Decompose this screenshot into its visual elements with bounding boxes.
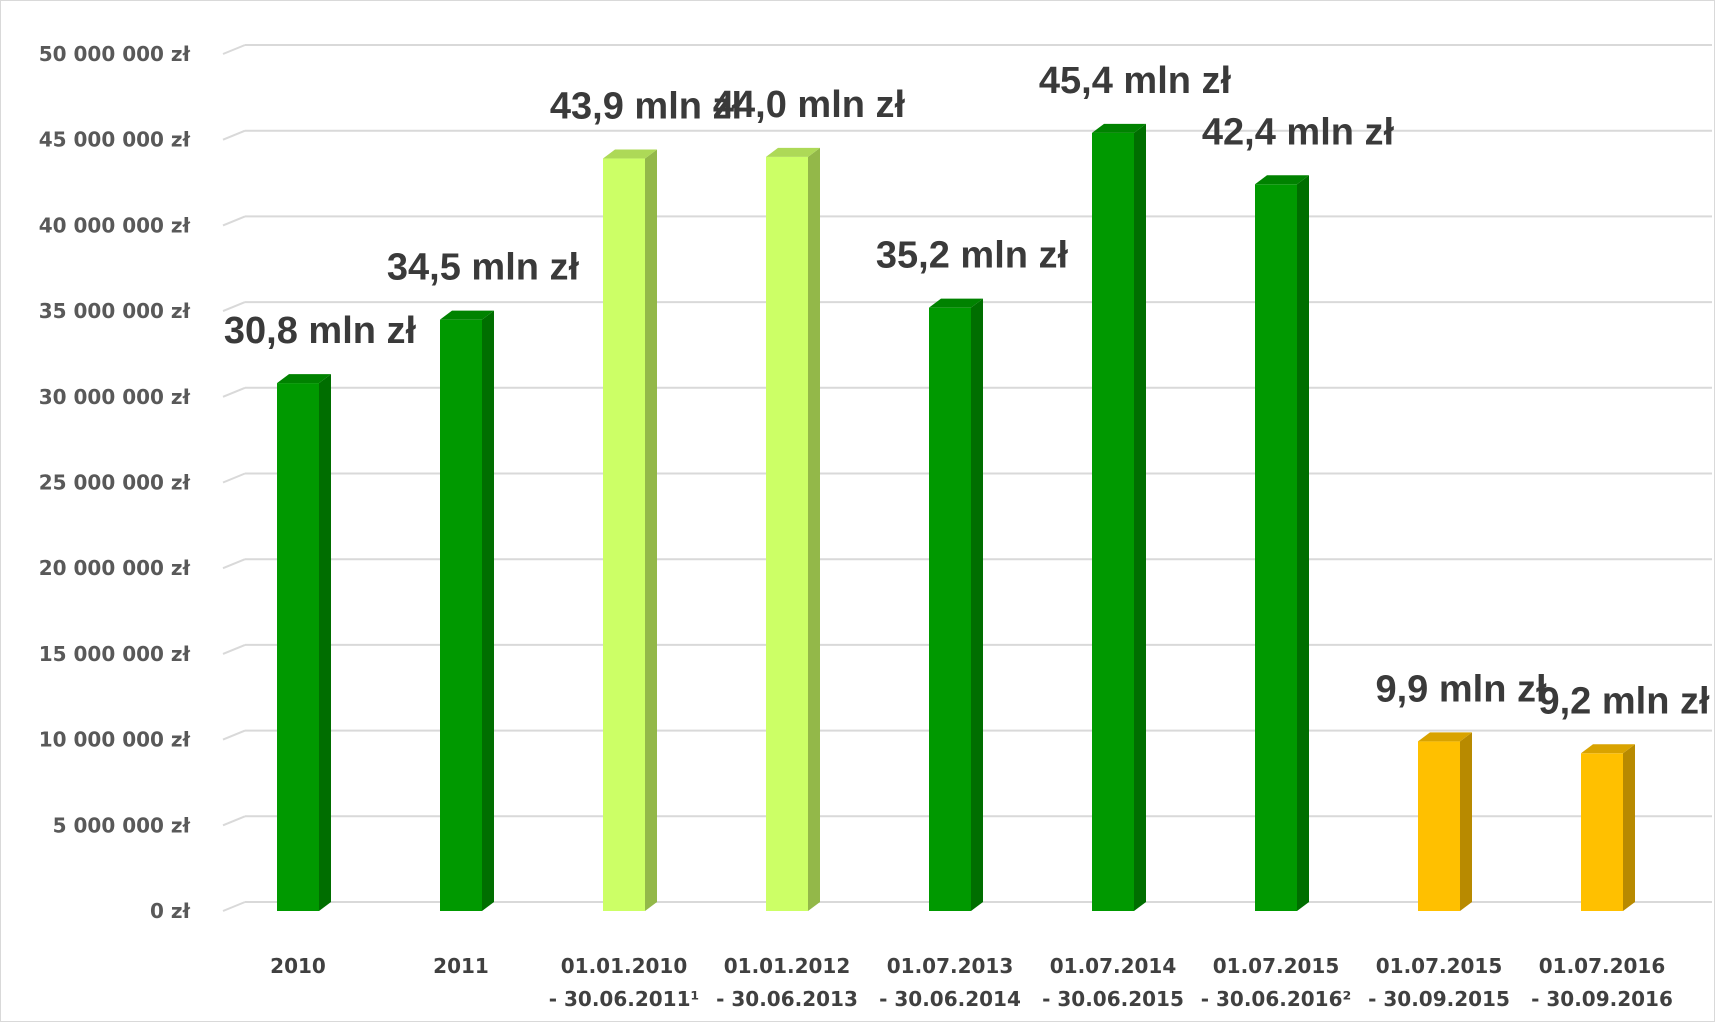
x-tick-label: 2010	[270, 954, 326, 978]
x-tick-label-line2: - 30.06.2014	[879, 987, 1021, 1011]
bar	[929, 307, 971, 911]
gridline-diagonal	[222, 301, 246, 313]
gridline-diagonal	[222, 44, 246, 55]
x-tick-label-line2: - 30.06.2015	[1042, 987, 1184, 1011]
y-tick-label: 45 000 000 zł	[39, 128, 191, 152]
gridline-diagonal	[222, 215, 246, 227]
bar-top	[1418, 732, 1472, 742]
bar-top	[929, 298, 983, 308]
data-label: 9,2 mln zł	[1538, 680, 1709, 722]
y-tick-label: 25 000 000 zł	[39, 471, 191, 495]
bar	[1418, 741, 1460, 911]
bar	[1255, 184, 1297, 911]
y-tick-label: 5 000 000 zł	[53, 813, 191, 837]
bar-top	[1581, 744, 1635, 754]
y-tick-label: 20 000 000 zł	[39, 556, 191, 580]
x-tick-label: 01.01.2010	[561, 954, 688, 978]
x-tick-label: 01.01.2012	[724, 954, 851, 978]
data-label: 45,4 mln zł	[1039, 60, 1232, 102]
bar-side	[1134, 123, 1146, 912]
bar	[1581, 753, 1623, 911]
x-tick-label-line2: - 30.06.2016²	[1201, 987, 1352, 1011]
data-label: 30,8 mln zł	[224, 310, 417, 352]
gridline-diagonal	[222, 901, 246, 912]
bar-top	[1092, 123, 1146, 133]
y-tick-label: 0 zł	[150, 899, 191, 923]
bar-top	[603, 149, 657, 159]
y-tick-label: 10 000 000 zł	[39, 728, 191, 752]
gridline-diagonal	[222, 815, 246, 827]
x-tick-label: 2011	[433, 954, 489, 978]
bar-top	[766, 147, 820, 157]
bar-side	[482, 310, 494, 911]
x-tick-label-line2: - 30.06.2011¹	[549, 987, 700, 1011]
bar	[277, 383, 319, 911]
gridline-diagonal	[222, 129, 246, 141]
bar-side	[645, 149, 657, 911]
bar-side	[808, 147, 820, 912]
x-tick-label: 01.07.2014	[1050, 954, 1177, 978]
bar-side	[971, 298, 983, 911]
bar	[603, 158, 645, 911]
bar-top	[1255, 175, 1309, 185]
bar-side	[1623, 744, 1635, 911]
x-tick-label: 01.07.2013	[887, 954, 1014, 978]
bar	[766, 156, 808, 912]
data-label: 42,4 mln zł	[1202, 111, 1395, 153]
bar-side	[319, 374, 331, 911]
bar	[440, 319, 482, 911]
y-tick-label: 15 000 000 zł	[39, 642, 191, 666]
data-label: 44,0 mln zł	[713, 84, 906, 126]
gridline-diagonal	[222, 472, 246, 484]
bar-side	[1460, 732, 1472, 911]
bar-top	[277, 374, 331, 384]
y-tick-label: 35 000 000 zł	[39, 299, 191, 323]
data-label: 35,2 mln zł	[876, 235, 1069, 277]
x-tick-label-line2: - 30.06.2013	[716, 987, 858, 1011]
gridline-diagonal	[222, 386, 246, 398]
data-label: 43,9 mln zł	[550, 86, 743, 128]
bar-top	[440, 310, 494, 320]
x-tick-label: 01.07.2015	[1376, 954, 1503, 978]
gridline-diagonal	[222, 643, 246, 655]
bar-side	[1297, 175, 1309, 911]
data-label: 9,9 mln zł	[1375, 668, 1546, 710]
y-tick-label: 40 000 000 zł	[39, 213, 191, 237]
y-tick-label: 50 000 000 zł	[39, 42, 191, 66]
x-tick-label: 01.07.2016	[1539, 954, 1666, 978]
gridline-diagonal	[222, 558, 246, 570]
x-tick-label-line2: - 30.09.2015	[1368, 987, 1510, 1011]
x-tick-label: 01.07.2015	[1213, 954, 1340, 978]
data-label: 34,5 mln zł	[387, 247, 580, 289]
y-tick-label: 30 000 000 zł	[39, 385, 191, 409]
gridline-diagonal	[222, 729, 246, 741]
bar	[1092, 132, 1134, 911]
x-tick-label-line2: - 30.09.2016	[1531, 987, 1673, 1011]
